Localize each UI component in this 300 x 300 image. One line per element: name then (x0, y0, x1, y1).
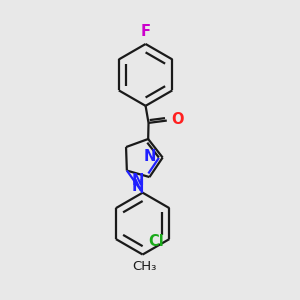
Text: N: N (131, 173, 144, 188)
Text: Cl: Cl (148, 234, 164, 249)
Text: F: F (141, 24, 151, 39)
Text: CH₃: CH₃ (132, 260, 156, 273)
Text: N: N (144, 148, 156, 164)
Text: O: O (171, 112, 183, 127)
Text: N: N (132, 179, 144, 194)
